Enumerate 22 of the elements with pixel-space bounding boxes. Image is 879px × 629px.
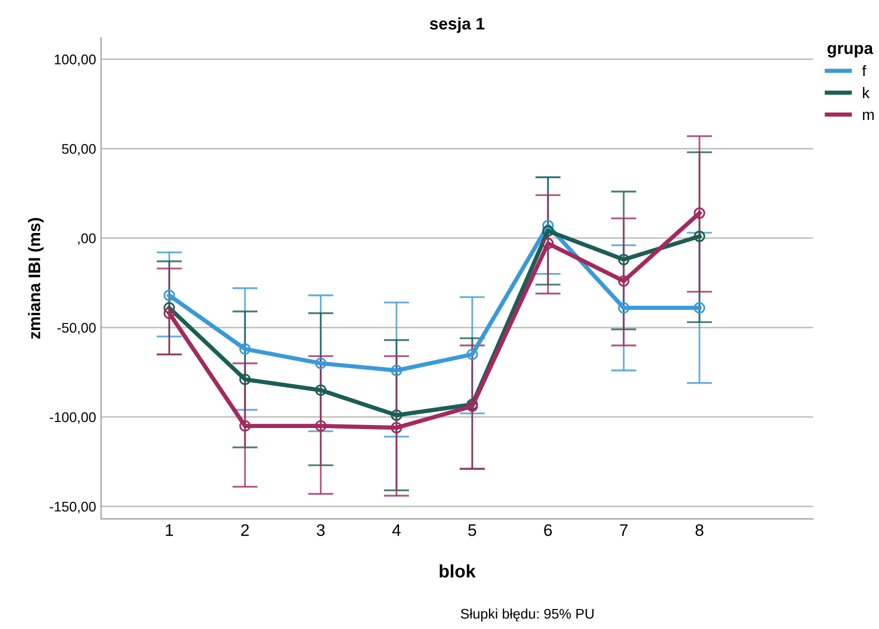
x-tick-label: 4 bbox=[392, 524, 401, 536]
y-tick-label: -50,00 bbox=[57, 322, 96, 334]
x-tick-label: 7 bbox=[620, 524, 628, 536]
x-tick-label: 2 bbox=[241, 524, 249, 536]
x-tick-label: 3 bbox=[316, 524, 325, 536]
x-tick-label: 5 bbox=[468, 524, 476, 536]
x-tick-label: 6 bbox=[544, 524, 552, 536]
y-tick-label: 50,00 bbox=[62, 144, 96, 156]
y-tick-label: 100,00 bbox=[54, 54, 96, 66]
legend-title: grupa bbox=[828, 44, 874, 58]
x-tick-label: 8 bbox=[696, 524, 704, 536]
legend-label: m bbox=[862, 112, 874, 120]
y-tick-label: -150,00 bbox=[50, 502, 96, 514]
text: Słupki błędu: 95% PU bbox=[460, 608, 594, 622]
y-axis-title: zmiana IBI (ms) bbox=[28, 218, 44, 339]
legend-label: k bbox=[862, 86, 870, 98]
x-tick-label: 1 bbox=[166, 524, 174, 536]
legend-label: f bbox=[862, 65, 866, 76]
x-axis-title: blok bbox=[440, 564, 476, 578]
y-tick-label: ,00 bbox=[78, 233, 96, 245]
y-tick-label: -100,00 bbox=[50, 412, 96, 424]
chart-title: sesja 1 bbox=[430, 17, 484, 33]
